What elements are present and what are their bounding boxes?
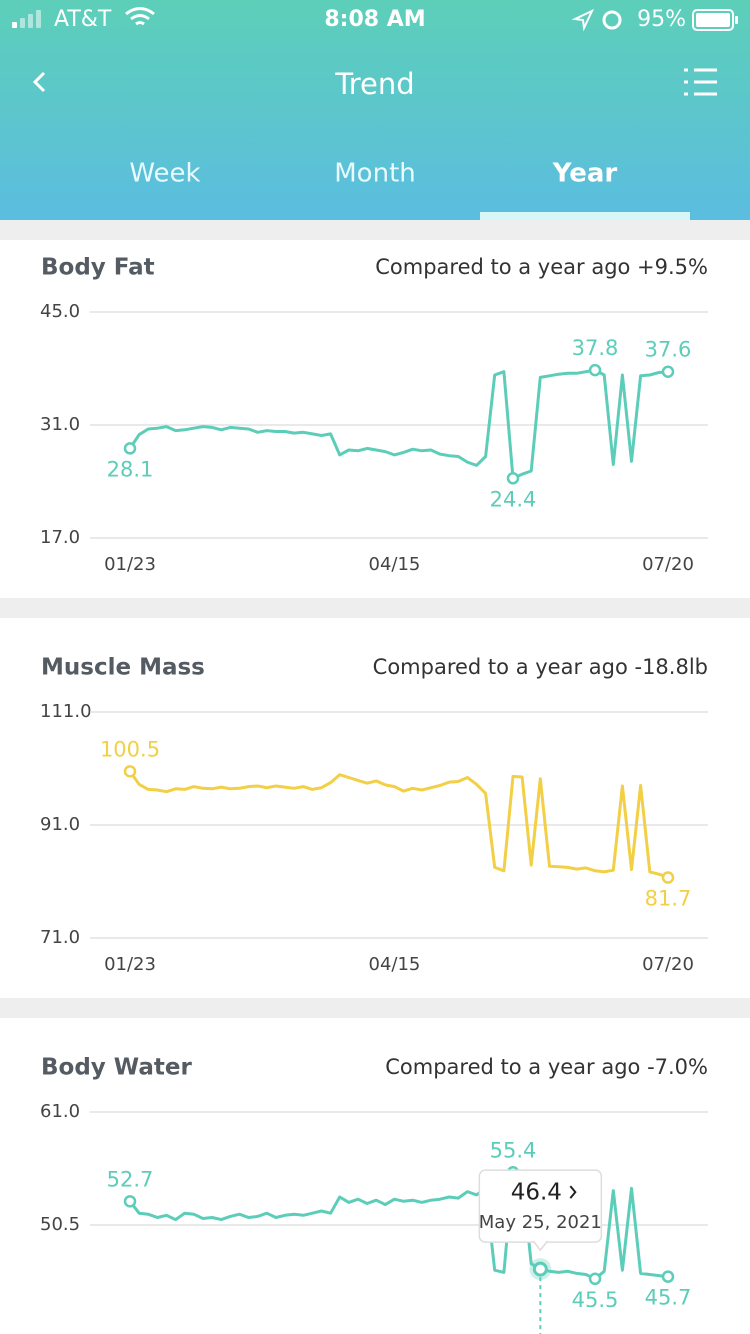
- data-point: [123, 1195, 137, 1208]
- x-tick-label: 04/15: [369, 554, 421, 575]
- data-label: 100.5: [100, 737, 160, 761]
- y-tick-label: 71.0: [40, 927, 80, 948]
- tooltip-value: 46.4: [511, 1180, 562, 1206]
- data-point: [661, 1270, 675, 1283]
- back-button[interactable]: [32, 71, 46, 93]
- battery-level: 95%: [637, 7, 686, 32]
- tab-indicator: [480, 212, 690, 220]
- y-tick-label: 61.0: [40, 1101, 80, 1122]
- data-point: [506, 472, 520, 485]
- wifi-icon: [125, 7, 155, 26]
- chart-subtitle: Compared to a year ago -7.0%: [385, 1055, 708, 1079]
- data-label: 55.4: [490, 1138, 537, 1162]
- menu-button[interactable]: [684, 68, 717, 96]
- x-tick-label: 07/20: [642, 954, 694, 975]
- chart-title: Muscle Mass: [41, 655, 205, 681]
- y-tick-label: 50.5: [40, 1214, 80, 1235]
- carrier: AT&T: [54, 7, 112, 32]
- tooltip-date: May 25, 2021: [479, 1212, 602, 1233]
- charts: Body Fat Compared to a year ago +9.5% 45.0…: [40, 255, 708, 1334]
- y-tick-label: 91.0: [40, 814, 80, 835]
- chart-title: Body Water: [41, 1055, 192, 1081]
- battery-icon: [692, 9, 738, 31]
- chart-title: Body Fat: [41, 255, 155, 281]
- data-point: [661, 365, 675, 378]
- data-point: [661, 871, 675, 884]
- tooltip-chevron: [569, 1185, 577, 1199]
- x-tick-label: 07/20: [642, 554, 694, 575]
- tooltip-pointer: [532, 1240, 548, 1252]
- data-line: [128, 770, 669, 879]
- data-label: 45.5: [572, 1288, 619, 1312]
- tab[interactable]: Week: [129, 159, 200, 189]
- location-icon: [571, 8, 595, 32]
- alarm-icon: [602, 10, 622, 30]
- data-point: [123, 765, 137, 778]
- x-tick-label: 01/23: [104, 954, 156, 975]
- y-tick-label: 45.0: [40, 301, 80, 322]
- selected-point: [532, 1261, 548, 1277]
- tab-active[interactable]: Year: [552, 159, 618, 189]
- data-point: [588, 363, 602, 377]
- data-label: 37.6: [645, 338, 692, 362]
- data-label: 81.7: [645, 887, 692, 911]
- chart-subtitle: Compared to a year ago -18.8lb: [373, 655, 708, 679]
- data-label: 52.7: [107, 1167, 154, 1191]
- tab[interactable]: Month: [334, 159, 416, 189]
- data-point: [123, 442, 137, 455]
- chart-subtitle: Compared to a year ago +9.5%: [375, 255, 708, 279]
- y-tick-label: 31.0: [40, 414, 80, 435]
- clock: 8:08 AM: [324, 7, 425, 32]
- x-tick-label: 01/23: [104, 554, 156, 575]
- data-point: [588, 1272, 602, 1286]
- header-background: [0, 0, 750, 220]
- data-label: 45.7: [645, 1286, 692, 1310]
- data-label: 37.8: [572, 336, 619, 360]
- data-label: 24.4: [490, 487, 537, 511]
- data-line: [128, 368, 669, 480]
- x-tick-label: 04/15: [369, 954, 421, 975]
- y-tick-label: 111.0: [40, 701, 92, 722]
- data-label: 28.1: [107, 457, 154, 481]
- card: [0, 1018, 750, 1334]
- signal-icon: [12, 10, 41, 28]
- y-tick-label: 17.0: [40, 527, 80, 548]
- data-line: [128, 1170, 669, 1281]
- header-title: Trend: [334, 67, 414, 101]
